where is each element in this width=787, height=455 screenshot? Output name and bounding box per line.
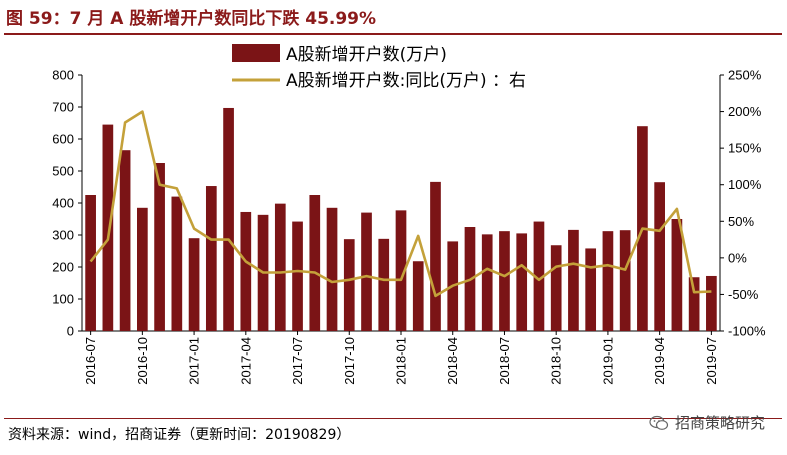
right-tick-label: 50% [728,214,754,229]
bar [102,124,114,331]
bar [343,239,355,331]
left-tick-label: 400 [52,196,74,211]
bar [361,212,372,331]
x-tick-label: 2018-07 [497,337,512,385]
bar [188,238,200,331]
bar [378,238,390,331]
x-tick-label: 2017-07 [290,337,305,385]
left-tick-label: 700 [52,100,74,115]
title-divider [4,33,782,35]
right-tick-label: -50% [728,287,759,302]
bar [412,261,424,331]
bar [688,277,700,331]
source-note: 资料来源：wind，招商证券（更新时间：20190829） [8,427,351,443]
bar [706,275,717,331]
left-tick-label: 200 [52,260,74,275]
bar [585,248,597,331]
bar [568,229,579,331]
bar [533,221,545,331]
bar [240,211,252,331]
left-tick-label: 0 [67,324,74,339]
left-tick-label: 600 [52,132,74,147]
right-tick-label: 250% [728,68,762,83]
bar [671,219,683,331]
bar [602,231,614,331]
bar [430,181,441,331]
line-series [89,110,712,298]
x-tick-label: 2017-01 [187,337,202,385]
watermark-text: 招商策略研究 [674,414,765,432]
bar [326,207,338,331]
x-tick-label: 2016-07 [83,337,98,385]
tick-labels: 0 100 200 300 400 500 600 700 800 -100% -50% 0% 50% 1… [52,68,766,385]
bar [292,221,303,331]
legend: A股新增开户数(万户) A股新增开户数:同比(万户) ：右 [232,44,526,91]
bar [550,245,562,331]
left-tick-label: 300 [52,228,74,243]
right-tick-label: 150% [728,141,762,156]
x-tick-label: 2019-01 [600,337,615,385]
bar [137,207,148,331]
x-tick-label: 2017-04 [238,337,253,385]
left-tick-label: 100 [52,292,74,307]
x-tick-label: 2018-01 [394,337,409,385]
bar [481,234,493,331]
bar [119,150,131,331]
legend-bar-swatch [232,44,280,62]
left-tick-label: 500 [52,164,74,179]
bar-series [85,107,717,332]
left-tick-label: 800 [52,68,74,83]
chart-title: 图 59：7 月 A 股新增开户数同比下跌 45.99% [6,9,377,29]
x-tick-label: 2018-10 [549,337,564,385]
x-tick-label: 2019-04 [652,337,667,385]
chart-canvas: A股新增开户数(万户) A股新增开户数:同比(万户) ：右 0 100 200 300… [52,44,766,385]
bar [274,203,286,331]
right-tick-label: -100% [728,324,766,339]
legend-line-label: A股新增开户数:同比(万户) ：右 [286,71,526,91]
bar [171,196,183,331]
wechat-icon [649,415,669,430]
footer-divider [4,418,782,419]
right-tick-label: 0% [728,250,747,265]
bar [205,186,217,331]
x-tick-label: 2019-07 [704,337,719,385]
bar [309,195,321,331]
bar [154,163,165,331]
bar [223,107,234,332]
bar [85,195,96,331]
bar [395,210,407,331]
bar [516,233,528,331]
x-tick-label: 2016-10 [135,337,150,385]
right-tick-label: 100% [728,177,762,192]
bar [619,230,631,331]
bar [499,231,510,331]
x-tick-label: 2017-10 [342,337,357,385]
right-tick-label: 200% [728,104,762,119]
legend-bar-label: A股新增开户数(万户) [286,45,447,65]
x-tick-label: 2018-04 [445,337,460,385]
bar [654,182,665,331]
watermark: 招商策略研究 [649,412,765,433]
